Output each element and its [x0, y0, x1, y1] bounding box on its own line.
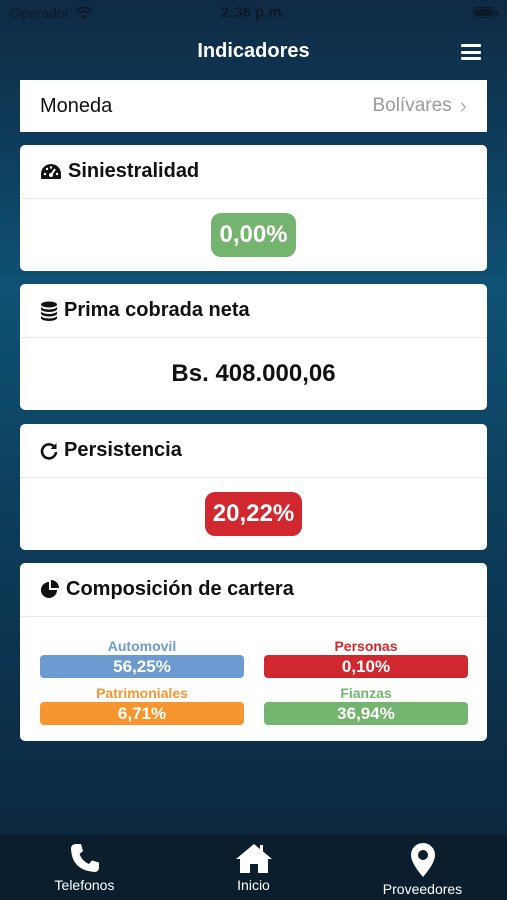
- battery-icon: [473, 7, 498, 18]
- siniestralidad-value-badge: 0,00%: [211, 212, 296, 257]
- home-icon: [235, 844, 272, 873]
- persistencia-header: Persistencia: [20, 424, 487, 478]
- prima-header: Prima cobrada neta: [20, 284, 487, 338]
- tab-label: Inicio: [237, 877, 270, 893]
- persistencia-body: 20,22%: [20, 478, 487, 549]
- currency-selector[interactable]: Moneda Bolívares ›: [20, 80, 487, 132]
- composicion-card: Composición de cartera Automovil 56,25% …: [20, 563, 487, 741]
- composicion-item-value: 36,94%: [264, 702, 468, 725]
- navigation-bar: Indicadores: [0, 28, 507, 80]
- prima-body: Bs. 408.000,06: [20, 338, 487, 409]
- refresh-icon: [40, 442, 58, 460]
- composicion-item-name: Patrimoniales: [96, 685, 188, 701]
- prima-title: Prima cobrada neta: [64, 299, 250, 321]
- composicion-item-name: Personas: [334, 638, 398, 654]
- prima-card: Prima cobrada neta Bs. 408.000,06: [20, 284, 487, 410]
- composicion-title: Composición de cartera: [66, 578, 294, 600]
- status-time: 2:36 p.m.: [220, 4, 287, 21]
- siniestralidad-card: Siniestralidad 0,00%: [20, 145, 487, 271]
- siniestralidad-title: Siniestralidad: [68, 160, 200, 182]
- menu-icon[interactable]: [461, 44, 481, 60]
- tab-label: Proveedores: [382, 881, 463, 897]
- chevron-right-icon: ›: [459, 93, 467, 118]
- persistencia-card: Persistencia 20,22%: [20, 424, 487, 550]
- map-pin-icon: [410, 843, 435, 877]
- composicion-item-value: 0,10%: [264, 655, 468, 678]
- tab-telefonos[interactable]: Telefonos: [0, 835, 169, 900]
- composicion-item-fianzas: Fianzas 36,94%: [264, 684, 468, 725]
- tab-proveedores[interactable]: Proveedores: [338, 835, 507, 900]
- composicion-item-value: 6,71%: [40, 702, 244, 725]
- composicion-item-value: 56,25%: [40, 655, 244, 678]
- phone-icon: [70, 844, 99, 872]
- siniestralidad-header: Siniestralidad: [20, 145, 487, 199]
- composicion-item-patrimoniales: Patrimoniales 6,71%: [40, 684, 244, 725]
- page-title: Indicadores: [197, 40, 310, 62]
- database-icon: [41, 301, 57, 321]
- prima-amount: Bs. 408.000,06: [171, 359, 336, 387]
- currency-value-group: Bolívares ›: [372, 93, 467, 119]
- carrier-group: Operador: [10, 5, 93, 21]
- composicion-item-name: Fianzas: [340, 685, 392, 701]
- composicion-item-automovil: Automovil 56,25%: [40, 637, 244, 678]
- currency-label: Moneda: [40, 94, 113, 117]
- persistencia-value-badge: 20,22%: [204, 491, 303, 536]
- persistencia-title: Persistencia: [64, 439, 182, 461]
- composicion-grid: Automovil 56,25% Personas 0,10% Patrimon…: [20, 617, 487, 731]
- pie-chart-icon: [41, 579, 59, 598]
- composicion-header: Composición de cartera: [20, 563, 487, 617]
- status-bar: Operador 2:36 p.m.: [0, 0, 507, 28]
- tab-bar: Telefonos Inicio Proveedores: [0, 835, 507, 900]
- siniestralidad-body: 0,00%: [20, 199, 487, 270]
- wifi-icon: [75, 6, 93, 19]
- tab-inicio[interactable]: Inicio: [169, 835, 338, 900]
- carrier-name: Operador: [10, 5, 70, 21]
- tab-label: Telefonos: [54, 877, 115, 893]
- dashboard-icon: [41, 163, 61, 179]
- currency-value: Bolívares: [372, 95, 452, 116]
- composicion-item-personas: Personas 0,10%: [264, 637, 468, 678]
- composicion-item-name: Automovil: [107, 638, 177, 654]
